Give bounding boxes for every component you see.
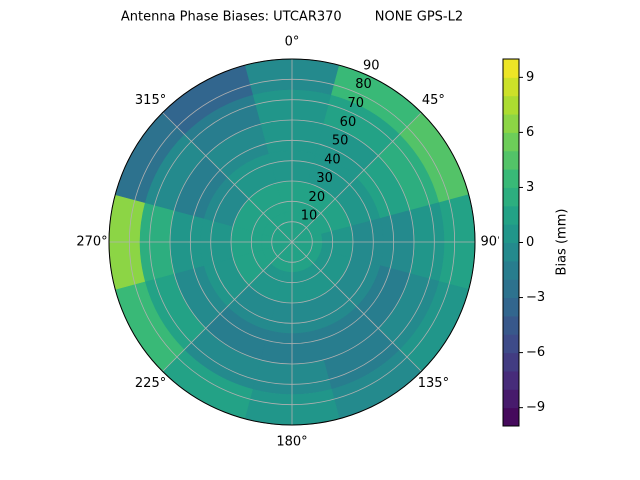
r-tick-label: 60	[340, 115, 357, 130]
colorbar-tick-label: −6	[526, 345, 545, 360]
polar-plot	[108, 58, 476, 426]
colorbar-band	[503, 187, 519, 207]
theta-grid-line	[291, 241, 422, 372]
r-tick-label: 70	[347, 96, 364, 111]
colorbar-band	[503, 407, 519, 427]
colorbar-band	[503, 95, 519, 115]
colorbar-label: Bias (mm)	[555, 209, 570, 276]
colorbar-band	[503, 150, 519, 170]
colorbar-band	[503, 334, 519, 354]
colorbar-tick-label: 3	[526, 180, 534, 195]
theta-tick-label: 0°	[285, 35, 300, 50]
theta-grid-line	[291, 112, 422, 243]
colorbar-band	[503, 77, 519, 97]
chart-title: Antenna Phase Biases: UTCAR370 NONE GPS-…	[121, 10, 463, 25]
colorbar-tick-label: 6	[526, 125, 534, 140]
colorbar-band	[503, 132, 519, 152]
r-tick-label: 30	[316, 171, 333, 186]
colorbar-tick-label: 9	[526, 70, 534, 85]
theta-tick-label: 90°	[480, 235, 503, 250]
r-tick-label: 50	[332, 134, 349, 149]
colorbar-band	[503, 352, 519, 372]
colorbar-band	[503, 242, 519, 262]
r-tick-label: 10	[301, 209, 318, 224]
colorbar-band	[503, 370, 519, 390]
theta-tick-label: 270°	[76, 235, 107, 250]
theta-grid-line	[162, 112, 293, 243]
colorbar-band	[503, 389, 519, 409]
colorbar-band	[503, 279, 519, 299]
theta-tick-label: 135°	[418, 376, 449, 391]
colorbar-band	[503, 114, 519, 133]
theta-tick-label: 45°	[422, 93, 445, 108]
colorbar-band	[503, 205, 519, 225]
r-tick-label: 80	[355, 77, 372, 92]
colorbar-band	[503, 224, 519, 243]
theta-tick-label: 180°	[276, 435, 307, 450]
colorbar-band	[503, 315, 519, 335]
colorbar-band	[503, 297, 519, 317]
colorbar-band	[503, 169, 519, 188]
colorbar-tick-label: −9	[526, 400, 545, 415]
colorbar-tick-label: 0	[526, 235, 534, 250]
colorbar-band	[503, 260, 519, 280]
colorbar-tick-label: −3	[526, 290, 545, 305]
r-tick-label: 20	[309, 190, 326, 205]
theta-tick-label: 315°	[135, 93, 166, 108]
r-tick-label: 90	[363, 58, 380, 73]
polar-frame	[108, 58, 476, 426]
theta-grid-line	[162, 241, 293, 372]
colorbar-band	[503, 59, 519, 78]
theta-tick-label: 225°	[135, 376, 166, 391]
r-tick-label: 40	[324, 152, 341, 167]
